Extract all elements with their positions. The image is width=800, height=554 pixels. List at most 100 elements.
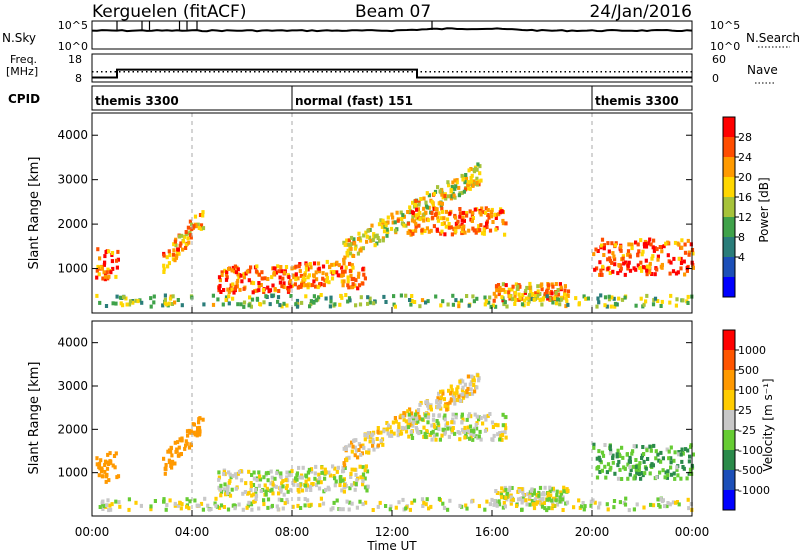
velocity-cell [448, 425, 452, 430]
velocity-colorbar-swatch [723, 490, 735, 510]
velocity-cell [178, 437, 182, 442]
power-cell [478, 171, 482, 176]
velocity-cell [615, 454, 619, 459]
velocity-cell [371, 437, 375, 442]
velocity-cell [628, 472, 632, 477]
power-cell [449, 225, 453, 230]
velocity-cell [592, 445, 596, 450]
power-cell [424, 210, 428, 215]
power-cell [465, 211, 469, 215]
velocity-cell [453, 431, 457, 436]
power-cell [596, 296, 600, 301]
velocity-cell [479, 437, 483, 442]
power-cell [613, 262, 617, 267]
power-cell [301, 283, 305, 288]
velocity-cell [219, 503, 224, 508]
velocity-cell [631, 464, 635, 469]
velocity-cell [361, 482, 365, 487]
power-cell [110, 251, 115, 255]
velocity-cell [649, 502, 653, 507]
velocity-cell [371, 432, 375, 437]
velocity-cell [615, 452, 619, 457]
power-cell [128, 299, 133, 304]
power-cell [184, 246, 188, 250]
power-cell [239, 273, 243, 278]
velocity-cell [658, 470, 662, 475]
power-cell [425, 205, 430, 210]
power-cell [474, 230, 478, 235]
velocity-cell [371, 440, 375, 445]
power-cell [431, 215, 435, 220]
velocity-cell [503, 423, 507, 428]
power-cell [395, 210, 399, 215]
velocity-cell [399, 413, 403, 418]
power-cell [281, 276, 285, 281]
power-cell [349, 273, 353, 278]
velocity-cell [532, 488, 536, 493]
power-cell [676, 270, 680, 275]
power-cell [351, 265, 355, 270]
power-cell [242, 304, 246, 309]
power-colorbar-swatch [723, 257, 735, 277]
velocity-cell [252, 499, 256, 504]
power-cell [192, 224, 196, 229]
velocity-cell [206, 503, 210, 508]
power-cell [461, 215, 465, 220]
velocity-cell [353, 487, 357, 492]
velocity-cell [562, 489, 566, 494]
velocity-cell [504, 487, 508, 492]
power-cell [426, 299, 430, 304]
velocity-cell [257, 483, 261, 488]
power-cell [517, 292, 521, 297]
velocity-cell [554, 498, 558, 503]
velocity-cell [401, 414, 405, 419]
velocity-cell [465, 394, 469, 399]
velocity-cell [107, 462, 111, 466]
velocity-cell [350, 449, 354, 454]
velocity-cell [442, 397, 446, 402]
velocity-cell [637, 464, 641, 469]
velocity-cell [258, 477, 263, 482]
power-cell [172, 242, 176, 247]
velocity-cell [296, 483, 300, 488]
power-cell [279, 265, 283, 269]
velocity-cell [262, 502, 266, 507]
velocity-cell [358, 499, 362, 504]
power-cell [410, 210, 414, 215]
velocity-cell [681, 451, 685, 456]
velocity-cell [332, 500, 336, 505]
velocity-cell [623, 466, 627, 471]
power-cell [227, 294, 231, 299]
velocity-cell [686, 497, 690, 502]
power-cell [356, 274, 361, 279]
velocity-cell [164, 507, 168, 512]
velocity-cell [382, 429, 386, 434]
power-cell [627, 260, 631, 265]
velocity-cell [443, 417, 447, 422]
velocity-cell [249, 502, 254, 507]
velocity-colorbar-tick-label: 500 [738, 364, 759, 377]
velocity-cell [350, 483, 354, 488]
power-cell [335, 260, 339, 265]
velocity-cell [299, 506, 303, 510]
velocity-cell [446, 421, 450, 426]
velocity-cell [354, 482, 358, 486]
velocity-cell [547, 506, 551, 511]
power-cell [485, 221, 489, 226]
velocity-cell [109, 459, 113, 464]
power-cell [464, 173, 468, 177]
velocity-cell [105, 466, 110, 471]
power-cell [197, 226, 201, 230]
power-cell [318, 282, 322, 287]
velocity-cell [378, 500, 382, 505]
power-cell [451, 302, 455, 307]
velocity-cell [611, 460, 615, 465]
power-cell [626, 252, 630, 257]
power-cell [255, 296, 259, 301]
power-cell [607, 249, 611, 254]
velocity-cell [259, 489, 263, 493]
power-cell [620, 297, 625, 302]
power-cell [349, 235, 354, 240]
velocity-cell [309, 467, 314, 472]
velocity-cell [347, 443, 351, 448]
